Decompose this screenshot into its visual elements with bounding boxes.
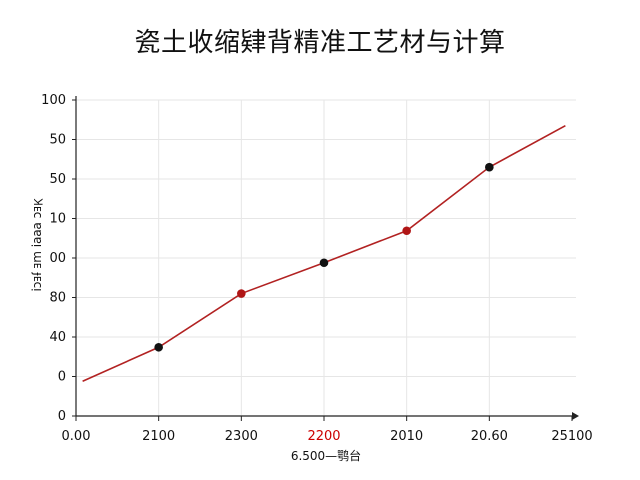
y-tick-label: 0 <box>58 370 66 385</box>
y-axis-title: Ʞᴇᴄ ɐɐɐᴉ ɯᴇ ɟᴇᴄᴉ <box>31 198 45 291</box>
x-axis-title: 6.500—鹗台 <box>291 448 361 463</box>
x-tick-label: 25100 <box>551 429 592 444</box>
y-tick-label: 80 <box>49 291 66 306</box>
data-point-red <box>237 289 246 298</box>
y-tick-label: 00 <box>49 251 66 266</box>
x-tick-labels: 0.00 2100 2300 2200 2010 20.60 25100 <box>62 429 593 444</box>
grid-layer <box>76 99 576 416</box>
data-point-red <box>402 226 411 236</box>
data-point-black <box>319 258 329 268</box>
x-tick-label: 2200 <box>307 429 340 444</box>
x-tick-label: 0.00 <box>62 429 91 444</box>
y-tick-label: 100 <box>41 93 66 108</box>
data-point-black <box>485 162 494 172</box>
y-tick-label: 0 <box>58 409 66 424</box>
y-tick-label: 40 <box>49 330 66 345</box>
y-tick-label: 50 <box>49 172 66 187</box>
axes-layer <box>72 96 579 421</box>
x-tick-label: 2010 <box>390 429 423 444</box>
marker-layer <box>154 162 494 352</box>
y-tick-label: 50 <box>49 133 66 148</box>
x-tick-label: 2100 <box>142 429 175 444</box>
chart-title: 瓷土收缩肄背精准工艺材与计算 <box>134 28 506 58</box>
x-axis-arrow <box>572 412 579 420</box>
x-tick-label: 20.60 <box>471 429 508 444</box>
x-tick-label: 2300 <box>225 429 258 444</box>
data-point-black <box>154 342 163 352</box>
y-tick-label: 10 <box>49 212 66 227</box>
